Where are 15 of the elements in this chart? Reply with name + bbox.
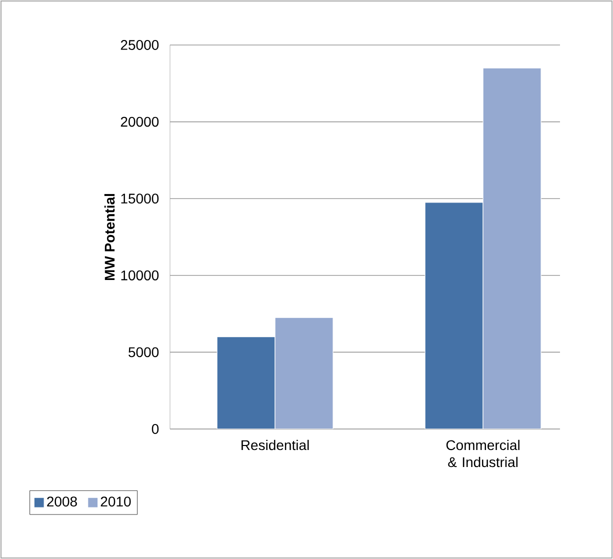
y-tick-label: 0 [152, 424, 159, 434]
y-axis-title: MW Potential [104, 194, 115, 280]
bar [424, 202, 484, 429]
x-tick-label: Residential [242, 440, 309, 450]
y-tick-label: 20000 [120, 116, 159, 127]
y-tick-label: 10000 [121, 270, 159, 280]
legend-label: 2008 [47, 496, 77, 507]
bar [274, 317, 334, 429]
y-tick-label: 15000 [121, 194, 159, 204]
bar [216, 336, 276, 429]
x-tick-label: Commercial & Industrial [446, 440, 520, 468]
y-tick-label: 5000 [128, 347, 159, 358]
legend-label: 2010 [100, 496, 131, 507]
bar [482, 68, 542, 429]
y-tick-label: 25000 [120, 40, 159, 50]
